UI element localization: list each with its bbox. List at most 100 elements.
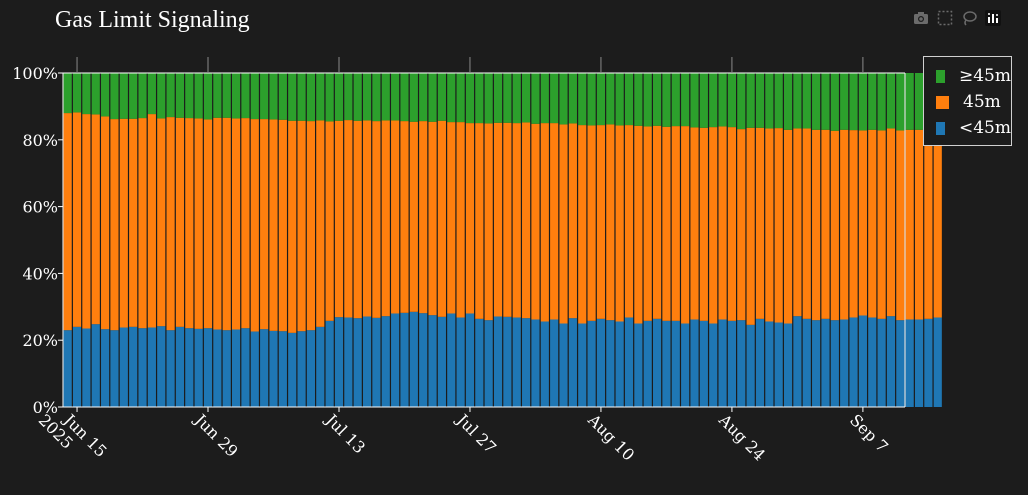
bar-45m[interactable] bbox=[362, 120, 372, 317]
bar-45m[interactable] bbox=[493, 122, 503, 317]
bar-45m[interactable] bbox=[138, 118, 147, 329]
bar-lt45m[interactable] bbox=[269, 330, 278, 407]
bar-gt45m[interactable] bbox=[475, 73, 484, 124]
bar-45m[interactable] bbox=[269, 119, 278, 331]
bar-45m[interactable] bbox=[484, 123, 493, 321]
bar-45m[interactable] bbox=[232, 118, 241, 330]
bar-45m[interactable] bbox=[634, 125, 643, 324]
bar-lt45m[interactable] bbox=[465, 313, 475, 407]
bar-lt45m[interactable] bbox=[634, 323, 643, 408]
bar-45m[interactable] bbox=[437, 120, 446, 317]
bar-gt45m[interactable] bbox=[774, 73, 783, 129]
bar-lt45m[interactable] bbox=[606, 320, 615, 407]
bar-lt45m[interactable] bbox=[391, 313, 400, 407]
bar-lt45m[interactable] bbox=[671, 320, 680, 407]
bar-lt45m[interactable] bbox=[194, 328, 203, 407]
bar-45m[interactable] bbox=[250, 119, 259, 332]
bar-45m[interactable] bbox=[914, 129, 924, 320]
bar-45m[interactable] bbox=[568, 123, 577, 319]
bar-45m[interactable] bbox=[540, 123, 549, 322]
bar-gt45m[interactable] bbox=[288, 73, 297, 121]
bar-gt45m[interactable] bbox=[129, 73, 138, 119]
bar-45m[interactable] bbox=[690, 127, 699, 320]
bar-lt45m[interactable] bbox=[662, 320, 671, 407]
bar-gt45m[interactable] bbox=[615, 73, 624, 126]
bar-lt45m[interactable] bbox=[624, 317, 634, 407]
bar-gt45m[interactable] bbox=[119, 73, 128, 119]
bar-lt45m[interactable] bbox=[849, 317, 858, 407]
bar-lt45m[interactable] bbox=[905, 319, 914, 407]
bar-lt45m[interactable] bbox=[297, 331, 306, 407]
bar-45m[interactable] bbox=[606, 124, 615, 321]
bar-lt45m[interactable] bbox=[213, 329, 222, 407]
bar-45m[interactable] bbox=[409, 121, 418, 312]
bar-45m[interactable] bbox=[849, 130, 858, 318]
bar-gt45m[interactable] bbox=[812, 73, 821, 130]
bar-gt45m[interactable] bbox=[905, 73, 914, 130]
bar-lt45m[interactable] bbox=[868, 317, 877, 407]
bar-lt45m[interactable] bbox=[334, 317, 344, 407]
bar-gt45m[interactable] bbox=[194, 73, 203, 119]
bar-45m[interactable] bbox=[119, 118, 128, 328]
bar-45m[interactable] bbox=[868, 129, 877, 318]
bar-gt45m[interactable] bbox=[699, 73, 708, 128]
bar-gt45m[interactable] bbox=[849, 73, 858, 131]
bar-45m[interactable] bbox=[624, 125, 634, 318]
bar-lt45m[interactable] bbox=[774, 322, 783, 408]
bar-45m[interactable] bbox=[755, 127, 765, 319]
bar-gt45m[interactable] bbox=[709, 73, 718, 128]
bar-lt45m[interactable] bbox=[306, 330, 315, 407]
bar-45m[interactable] bbox=[278, 119, 287, 332]
bar-gt45m[interactable] bbox=[344, 73, 353, 121]
bar-45m[interactable] bbox=[297, 120, 306, 332]
bar-lt45m[interactable] bbox=[550, 319, 559, 407]
bar-lt45m[interactable] bbox=[924, 318, 933, 407]
bar-45m[interactable] bbox=[559, 124, 568, 324]
bar-lt45m[interactable] bbox=[718, 319, 727, 407]
bar-gt45m[interactable] bbox=[138, 73, 147, 119]
bar-gt45m[interactable] bbox=[578, 73, 587, 126]
bar-45m[interactable] bbox=[316, 120, 325, 327]
bar-lt45m[interactable] bbox=[185, 328, 194, 407]
bar-gt45m[interactable] bbox=[550, 73, 559, 124]
bar-lt45m[interactable] bbox=[419, 313, 428, 407]
bar-gt45m[interactable] bbox=[531, 73, 540, 124]
bar-lt45m[interactable] bbox=[362, 316, 372, 407]
bar-gt45m[interactable] bbox=[662, 73, 671, 127]
bar-lt45m[interactable] bbox=[381, 316, 390, 407]
bar-45m[interactable] bbox=[671, 126, 680, 321]
bar-45m[interactable] bbox=[353, 120, 362, 319]
bar-gt45m[interactable] bbox=[765, 73, 774, 129]
bar-gt45m[interactable] bbox=[737, 73, 746, 130]
bar-lt45m[interactable] bbox=[232, 329, 241, 407]
bar-45m[interactable] bbox=[531, 123, 540, 320]
bar-gt45m[interactable] bbox=[456, 73, 465, 123]
bar-45m[interactable] bbox=[830, 130, 839, 321]
bar-lt45m[interactable] bbox=[175, 326, 185, 407]
bar-45m[interactable] bbox=[550, 123, 559, 320]
bar-45m[interactable] bbox=[643, 126, 652, 321]
bar-gt45m[interactable] bbox=[568, 73, 577, 124]
bar-gt45m[interactable] bbox=[559, 73, 568, 125]
bar-gt45m[interactable] bbox=[868, 73, 877, 130]
bar-lt45m[interactable] bbox=[344, 317, 353, 407]
bar-gt45m[interactable] bbox=[755, 73, 765, 128]
bar-lt45m[interactable] bbox=[643, 320, 652, 407]
bar-lt45m[interactable] bbox=[793, 316, 802, 407]
bar-45m[interactable] bbox=[596, 125, 606, 319]
bar-45m[interactable] bbox=[147, 114, 156, 328]
bar-lt45m[interactable] bbox=[428, 315, 437, 407]
plotly-logo-icon[interactable] bbox=[984, 9, 1002, 27]
bar-lt45m[interactable] bbox=[821, 318, 830, 407]
bar-gt45m[interactable] bbox=[858, 73, 867, 131]
bar-lt45m[interactable] bbox=[858, 315, 867, 407]
bar-45m[interactable] bbox=[325, 121, 334, 321]
bar-gt45m[interactable] bbox=[465, 73, 475, 124]
bar-gt45m[interactable] bbox=[840, 73, 849, 130]
bar-45m[interactable] bbox=[783, 129, 793, 324]
bar-lt45m[interactable] bbox=[147, 327, 156, 407]
bar-45m[interactable] bbox=[793, 128, 802, 317]
bar-lt45m[interactable] bbox=[578, 323, 587, 408]
bar-lt45m[interactable] bbox=[933, 317, 942, 407]
bar-gt45m[interactable] bbox=[896, 73, 905, 131]
